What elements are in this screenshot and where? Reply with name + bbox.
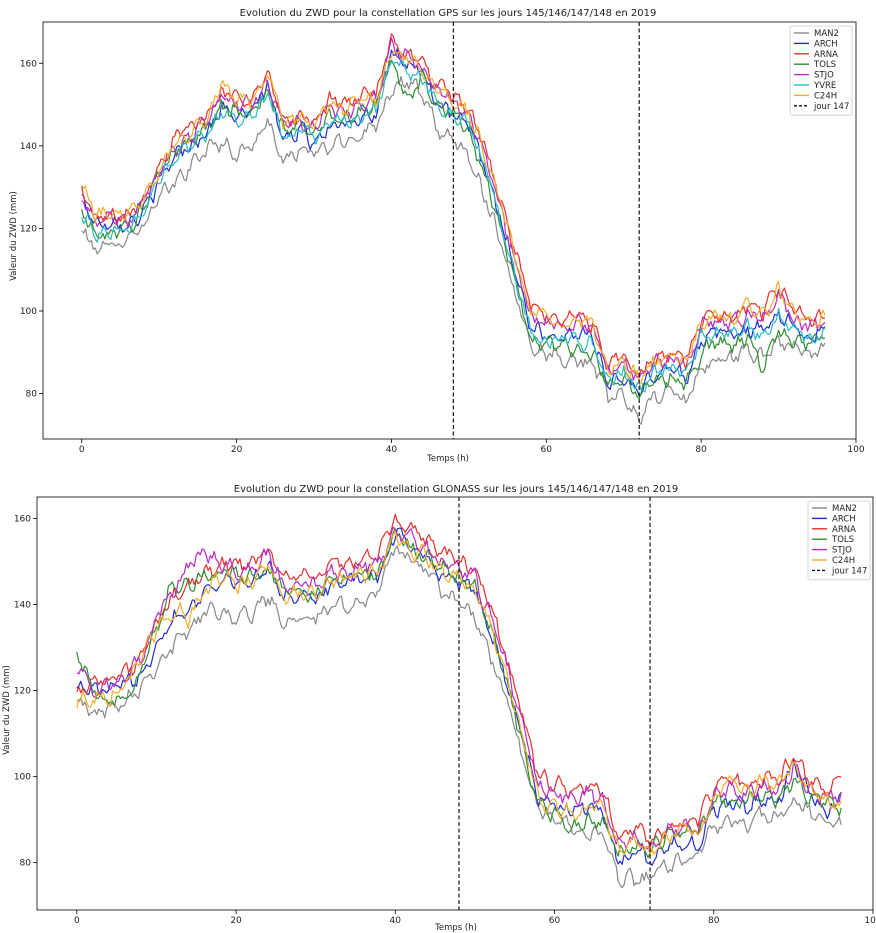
y-tick-label: 120 — [20, 224, 37, 234]
gps-chart: Evolution du ZWD pour la constellation G… — [9, 8, 865, 464]
x-tick-label: 100 — [864, 916, 876, 926]
x-tick-label: 60 — [549, 916, 561, 926]
series-line-yvre — [81, 59, 826, 393]
x-tick-label: 100 — [847, 445, 864, 455]
y-tick-label: 140 — [14, 601, 31, 611]
x-tick-label: 40 — [390, 916, 402, 926]
y-axis-label: Valeur du ZWD (mm) — [9, 191, 19, 281]
legend-label: TOLS — [813, 60, 836, 70]
x-tick-label: 20 — [230, 916, 242, 926]
legend-label: jour 147 — [813, 102, 849, 112]
legend-label: ARCH — [814, 39, 838, 49]
series-line-man2 — [81, 75, 826, 425]
series-line-c24h — [76, 530, 842, 856]
legend-label: jour 147 — [831, 566, 867, 576]
chart-title: Evolution du ZWD pour la constellation G… — [240, 8, 657, 19]
legend-label: ARNA — [832, 525, 856, 535]
y-tick-label: 100 — [14, 773, 31, 783]
legend-label: TOLS — [831, 535, 854, 545]
plot-frame — [42, 21, 857, 440]
legend-label: ARNA — [814, 50, 838, 60]
series-line-stjo — [76, 526, 842, 850]
y-tick-label: 100 — [20, 307, 37, 317]
legend-box — [789, 25, 853, 116]
x-tick-label: 20 — [231, 445, 243, 455]
legend-label: ARCH — [832, 514, 856, 524]
x-tick-label: 80 — [708, 916, 720, 926]
legend-label: C24H — [832, 556, 855, 566]
y-tick-label: 160 — [20, 59, 37, 69]
x-tick-label: 0 — [74, 916, 80, 926]
y-tick-label: 80 — [26, 390, 38, 400]
chart-title: Evolution du ZWD pour la constellation G… — [234, 484, 678, 495]
legend-label: MAN2 — [832, 504, 857, 514]
x-tick-label: 60 — [541, 445, 553, 455]
y-tick-label: 160 — [14, 515, 31, 525]
y-tick-label: 140 — [20, 142, 37, 152]
x-tick-label: 40 — [386, 445, 398, 455]
glonass-chart: Evolution du ZWD pour la constellation G… — [2, 484, 876, 933]
legend-label: C24H — [814, 91, 837, 101]
legend-label: STJO — [832, 546, 852, 556]
y-tick-label: 80 — [20, 859, 32, 869]
legend-label: MAN2 — [814, 29, 839, 39]
legend-label: STJO — [814, 71, 834, 81]
y-tick-label: 120 — [14, 687, 31, 697]
legend-label: YVRE — [813, 81, 836, 91]
x-axis-label: Temps (h) — [434, 923, 477, 933]
y-axis-label: Valeur du ZWD (mm) — [2, 665, 12, 755]
series-line-arna — [81, 33, 826, 376]
x-tick-label: 80 — [695, 445, 707, 455]
x-tick-label: 0 — [79, 445, 85, 455]
plot-frame — [36, 496, 874, 911]
x-axis-label: Temps (h) — [426, 454, 469, 464]
